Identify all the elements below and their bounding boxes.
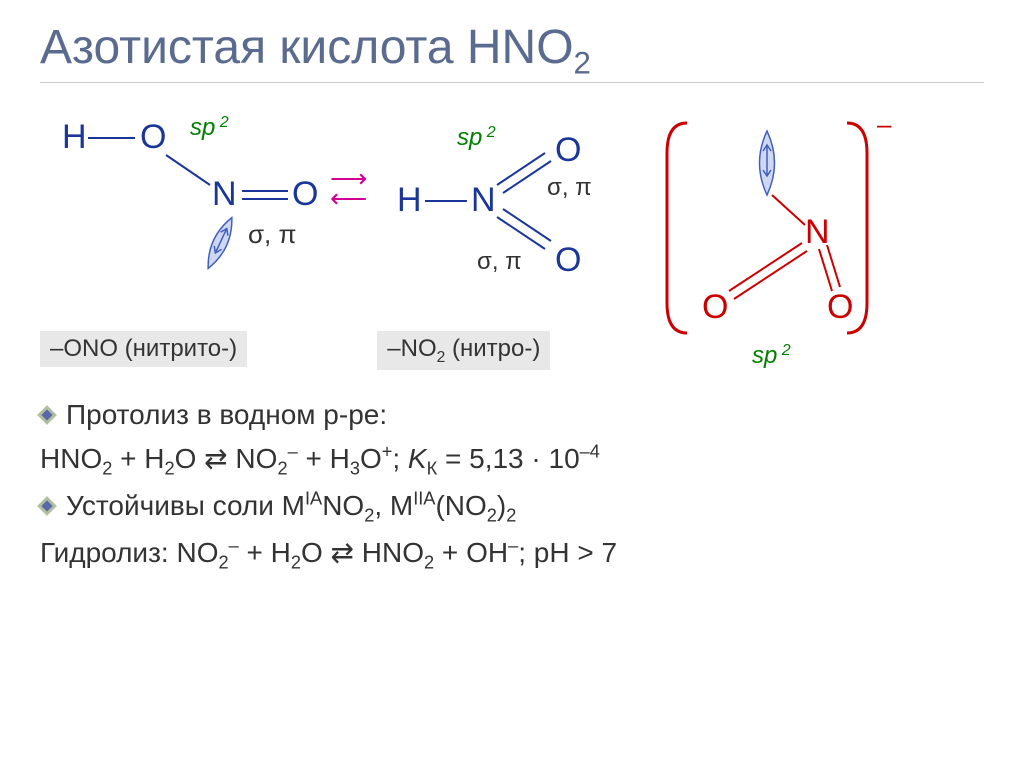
ion-N: N — [805, 213, 830, 251]
text-content: Протолиз в водном р-ре: HNO2 + H2O ⇄ NO2… — [40, 393, 984, 578]
ion-O-left: O — [702, 288, 728, 326]
equilibrium-arrows: ⟶ ⟵ — [330, 168, 367, 210]
ion-O-right: O — [827, 288, 853, 326]
bullet-icon — [37, 496, 57, 516]
atom-H2: H — [397, 181, 422, 219]
line-protolysis-eq: HNO2 + H2O ⇄ NO2– + H3O+; KК = 5,13 · 10… — [40, 437, 984, 484]
sp-label-1: sp 2 — [190, 113, 229, 141]
atom-O2: O — [292, 175, 318, 213]
lone-pair-1 — [202, 214, 238, 271]
struct-nitro: sp 2 H N O O σ, π σ, π –NO2 (нитро-) — [377, 113, 637, 371]
atom-H: H — [62, 118, 87, 156]
title-sub: 2 — [574, 46, 591, 81]
nitrito-svg: H O sp 2 N O σ, π — [40, 113, 320, 323]
struct-nitrite-ion: – N O O sp 2 — [647, 113, 897, 373]
sigma-pi-up: σ, π — [547, 174, 592, 201]
sp-label-2: sp 2 — [457, 123, 496, 151]
protolysis-text: Протолиз в водном р-ре: — [66, 399, 387, 430]
sigma-pi-down: σ, π — [477, 248, 522, 275]
bracket-left — [667, 123, 687, 333]
arrow-left-icon: ⟵ — [330, 188, 367, 209]
nitro-label: –NO2 (нитро-) — [377, 331, 550, 371]
page-title: Азотистая кислота HNO2 — [40, 20, 984, 83]
sp-label-3: sp 2 — [752, 341, 791, 369]
atom-O-down: O — [555, 241, 581, 279]
sigma-pi-1: σ, π — [248, 219, 296, 249]
line-salts: Устойчивы соли MIANO2, MIIA(NO2)2 — [40, 484, 984, 531]
atom-N2: N — [471, 181, 496, 219]
bullet-icon — [37, 405, 57, 425]
struct-nitrito: H O sp 2 N O σ, π –O — [40, 113, 320, 367]
line-hydrolysis: Гидролиз: NO2– + H2O ⇄ HNO2 + OH–; pH > … — [40, 531, 984, 578]
nitrito-label: –ONO (нитрито-) — [40, 331, 247, 367]
atom-N: N — [212, 175, 237, 213]
nitro-svg: sp 2 H N O O σ, π σ, π — [377, 113, 637, 323]
atom-O1: O — [140, 118, 166, 156]
line-protolysis-heading: Протолиз в водном р-ре: — [40, 393, 984, 438]
title-text: Азотистая кислота HNO — [40, 21, 574, 74]
atom-O-up: O — [555, 131, 581, 169]
diagram-row: H O sp 2 N O σ, π – O — [40, 113, 984, 373]
nitrite-ion-svg: – N O O sp 2 — [647, 113, 897, 373]
charge-minus: – — [877, 113, 892, 139]
lone-pair-3 — [760, 131, 775, 195]
